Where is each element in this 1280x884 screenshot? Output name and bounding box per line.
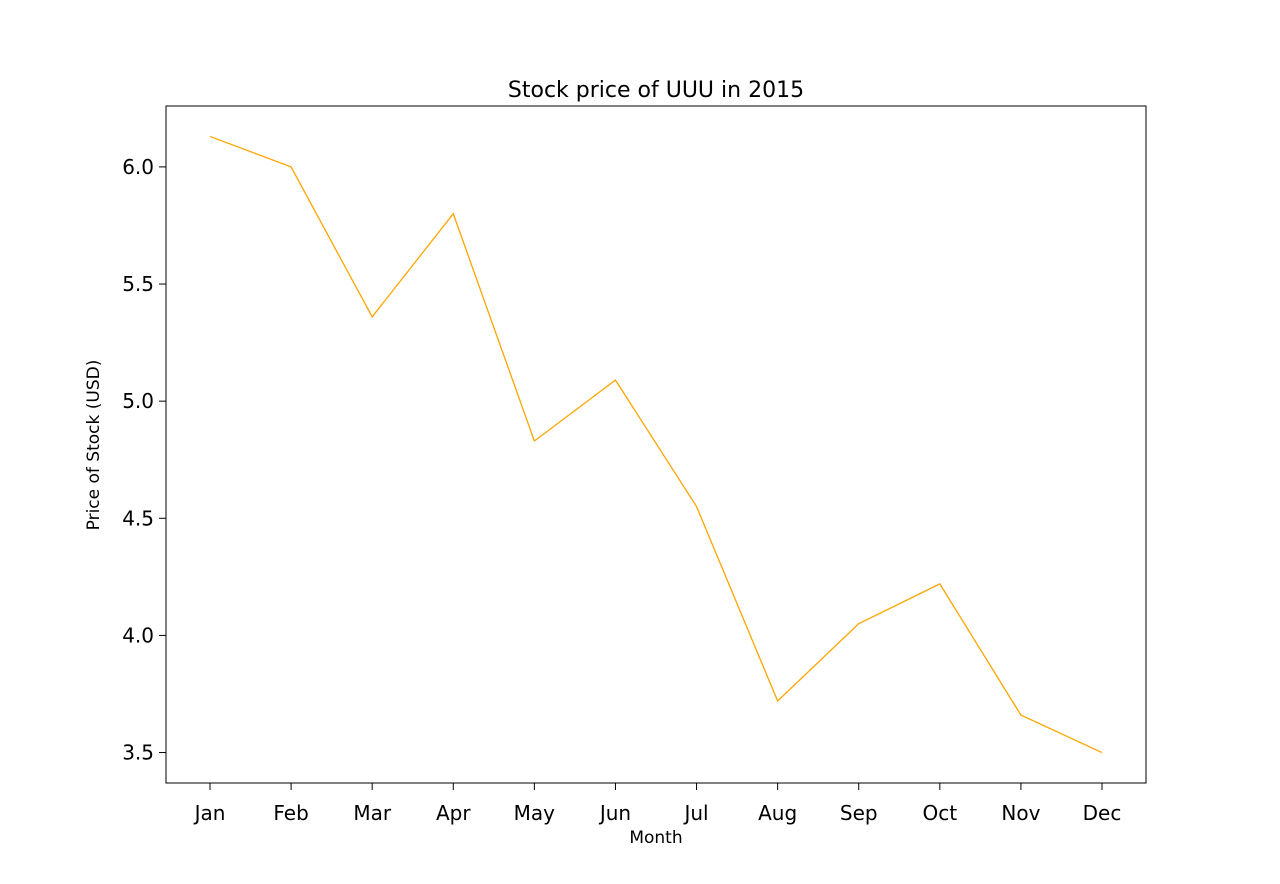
chart-title: Stock price of UUU in 2015 bbox=[508, 78, 804, 103]
x-tick-label: Apr bbox=[436, 801, 471, 825]
y-tick-label: 4.5 bbox=[122, 506, 154, 530]
x-tick-label: Jan bbox=[193, 801, 226, 825]
x-tick-label: Dec bbox=[1083, 801, 1122, 825]
x-tick-label: Mar bbox=[353, 801, 392, 825]
y-tick-label: 6.0 bbox=[122, 155, 154, 179]
series-line bbox=[210, 136, 1102, 752]
x-tick-label: Nov bbox=[1001, 801, 1040, 825]
x-tick-label: Aug bbox=[758, 801, 797, 825]
x-axis: Jan Feb Mar Apr May Jun Jul Aug Sep Oct Nov Dec bbox=[193, 783, 1122, 825]
x-tick-label: Feb bbox=[273, 801, 308, 825]
x-tick-label: Jun bbox=[598, 801, 631, 825]
y-axis-label: Price of Stock (USD) bbox=[84, 360, 104, 531]
x-axis-label: Month bbox=[629, 828, 682, 848]
y-tick-label: 5.0 bbox=[122, 389, 154, 413]
x-tick-label: Sep bbox=[840, 801, 878, 825]
y-tick-label: 5.5 bbox=[122, 272, 154, 296]
y-tick-label: 4.0 bbox=[122, 623, 154, 647]
x-tick-label: Jul bbox=[682, 801, 708, 825]
x-tick-label: May bbox=[514, 801, 556, 825]
x-tick-label: Oct bbox=[923, 801, 958, 825]
y-axis: 3.5 4.0 4.5 5.0 5.5 6.0 bbox=[122, 155, 166, 765]
y-tick-label: 3.5 bbox=[122, 741, 154, 765]
